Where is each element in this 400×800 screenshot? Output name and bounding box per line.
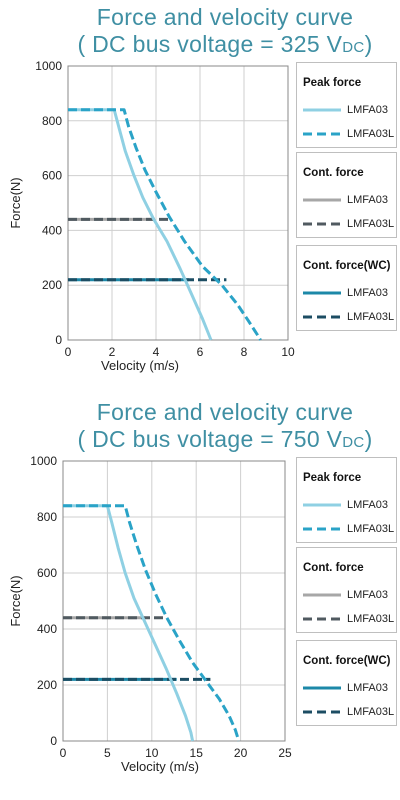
series-line-peak-force-lmfa03l [68,108,262,341]
plot-frame [62,460,286,742]
legend-label: LMFA03 [347,499,388,511]
legend-group-title: Cont. force [303,562,364,574]
legend-label: LMFA03L [347,523,395,535]
legend-label: LMFA03 [347,194,388,206]
legend-swatch [303,710,341,714]
plot-area: 0 2 4 6 8 10 0 200 400 600 800 1000 Velocity (m/s) Fo… [8,59,295,373]
legend-group-title: Peak force [303,77,362,89]
legend-label: LMFA03L [347,128,395,140]
legend-swatch [303,291,341,295]
legend-group-title: Cont. force [303,167,364,179]
legend-label: LMFA03L [347,706,395,718]
legend-item: LMFA03L [301,522,397,536]
legend-label: LMFA03 [347,287,388,299]
legend-swatch [303,593,341,597]
y-axis-label: Force(N) [8,177,23,228]
legend-item: LMFA03 [301,588,397,602]
x-tick-label: 6 [197,345,204,359]
legend-swatch [303,503,341,507]
x-tick-label: 2 [109,345,116,359]
legend-swatch [303,527,341,531]
legend-item: LMFA03 [301,193,397,207]
x-tick-label: 15 [190,746,204,760]
legend-label: LMFA03 [347,682,388,694]
y-tick-label: 0 [55,333,62,347]
legend-swatch [303,617,341,621]
x-tick-label: 0 [60,746,67,760]
x-tick-label: 5 [104,746,111,760]
legend-item: LMFA03L [301,705,397,719]
y-tick-label: 200 [37,678,57,692]
plot-frame [67,65,289,341]
legend-swatch [303,315,341,319]
x-tick-label: 8 [241,345,248,359]
y-tick-label: 400 [42,223,62,237]
chart-1: Force and velocity curve ( DC bus voltag… [0,0,400,395]
legend-item: LMFA03L [301,612,397,626]
y-tick-label: 600 [42,169,62,183]
legend-item: LMFA03L [301,310,397,324]
legend-item: LMFA03 [301,286,397,300]
y-tick-label: 800 [37,510,57,524]
chart-2: Force and velocity curve ( DC bus voltag… [0,395,400,790]
legend-item: LMFA03L [301,217,397,231]
y-tick-label: 1000 [30,454,57,468]
legend-swatch [303,222,341,226]
series-line-peak-force-lmfa03 [68,108,213,341]
legend-label: LMFA03L [347,218,395,230]
x-tick-label: 20 [234,746,248,760]
legend-swatch [303,686,341,690]
subtitle-prefix: ( DC bus voltage = 750 V [77,426,343,452]
series-line-peak-force-lmfa03l [63,504,241,742]
x-axis-label: Velocity (m/s) [121,759,199,774]
legend-swatch [303,108,341,112]
y-tick-label: 600 [37,566,57,580]
chart-title: Force and velocity curve [96,399,354,425]
legend-group: Peak force LMFA03 LMFA03L [296,62,397,148]
legend-item: LMFA03 [301,681,397,695]
legend-group: Cont. force LMFA03 LMFA03L [296,152,397,238]
series-line-peak-force-lmfa03 [63,504,195,742]
subtitle-subscript: DC [342,434,365,451]
y-tick-label: 200 [42,278,62,292]
x-tick-label: 4 [153,345,160,359]
x-tick-label: 10 [145,746,159,760]
legend-swatch [303,132,341,136]
legend-group: Cont. force(WC) LMFA03 LMFA03L [296,640,397,726]
legend-group: Cont. force(WC) LMFA03 LMFA03L [296,245,397,331]
legend-label: LMFA03 [347,104,388,116]
legend-label: LMFA03L [347,613,395,625]
subtitle-suffix: ) [364,31,373,57]
y-axis-label: Force(N) [8,575,23,626]
subtitle-subscript: DC [342,39,365,56]
x-tick-label: 0 [65,345,72,359]
chart-subtitle: ( DC bus voltage = 750 VDC) [0,426,400,456]
legend-group-title: Cont. force(WC) [303,655,391,667]
x-tick-label: 10 [281,345,295,359]
chart-title: Force and velocity curve [96,4,354,30]
y-tick-label: 800 [42,114,62,128]
legend-group-title: Peak force [303,472,362,484]
legend-group: Peak force LMFA03 LMFA03L [296,457,397,543]
legend-label: LMFA03 [347,589,388,601]
y-tick-label: 1000 [35,59,62,73]
x-tick-label: 25 [278,746,292,760]
legend-item: LMFA03 [301,498,397,512]
y-tick-label: 0 [50,734,57,748]
legend-swatch [303,198,341,202]
legend-item: LMFA03 [301,103,397,117]
legend-item: LMFA03L [301,127,397,141]
subtitle-prefix: ( DC bus voltage = 325 V [77,31,343,57]
legend-group-title: Cont. force(WC) [303,260,391,272]
legend-group: Cont. force LMFA03 LMFA03L [296,547,397,633]
chart-subtitle: ( DC bus voltage = 325 VDC) [0,31,400,61]
y-tick-label: 400 [37,622,57,636]
legend-label: LMFA03L [347,311,395,323]
plot-area: 0 5 10 15 20 25 0 200 400 600 800 1000 Velocity (m/s… [8,454,292,774]
x-axis-label: Velocity (m/s) [101,358,179,373]
subtitle-suffix: ) [364,426,373,452]
